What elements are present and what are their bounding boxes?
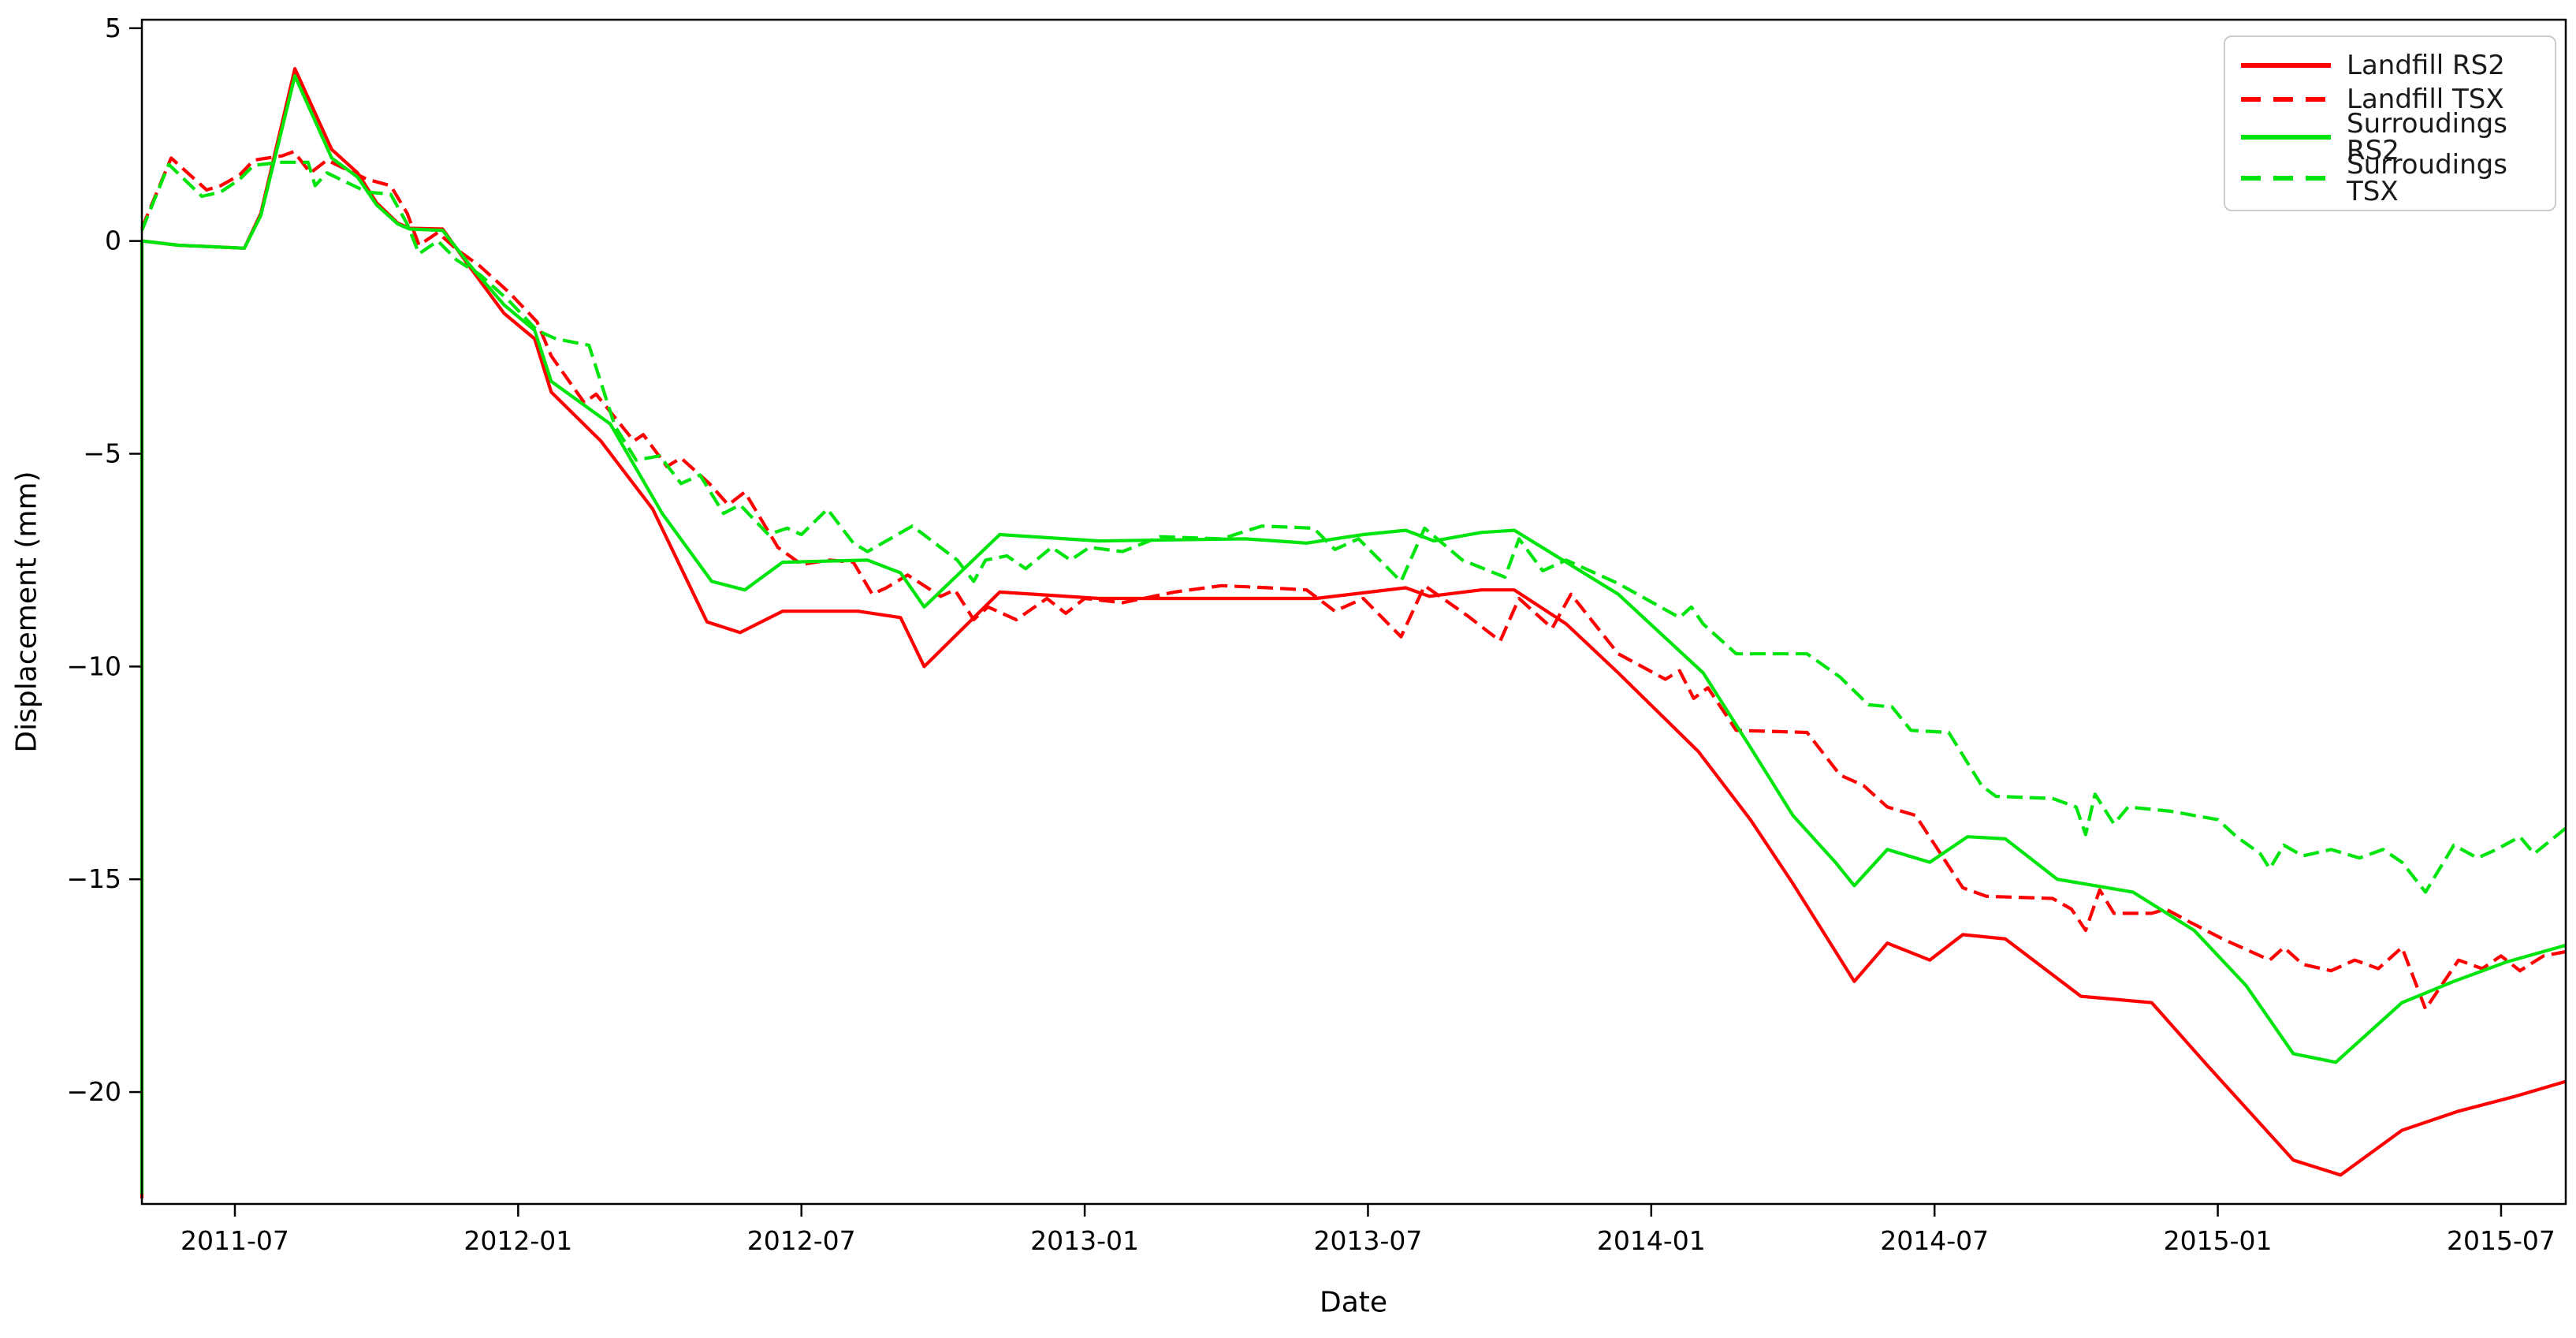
x-tick-label: 2015-07 (2447, 1225, 2556, 1256)
legend-item-landfill-rs2: Landfill RS2 (2239, 48, 2541, 83)
y-tick-label: −5 (83, 438, 121, 468)
y-tick-label: −20 (66, 1076, 121, 1107)
series-line-landfill-rs2 (140, 66, 2567, 1198)
legend-item-surroudings-tsx: Surroudings TSX (2239, 151, 2541, 205)
series-line-surroudings-tsx (140, 160, 2567, 894)
legend-item-label: Landfill RS2 (2347, 49, 2505, 81)
legend-line-sample (2241, 62, 2331, 68)
y-axis-title: Displacement (mm) (10, 471, 43, 753)
y-tick-label: −15 (66, 863, 121, 894)
plot-border (140, 18, 2567, 1206)
x-tick-label: 2012-07 (747, 1225, 856, 1256)
legend-box: Landfill RS2 Landfill TSX Surroudings RS2 S… (2224, 35, 2556, 211)
legend-line-sample (2241, 135, 2331, 140)
y-tick-label: 5 (105, 13, 121, 43)
x-tick-label: 2013-01 (1030, 1225, 1139, 1256)
x-tick-label: 2013-07 (1314, 1225, 1423, 1256)
legend-item-label: Landfill TSX (2347, 84, 2504, 116)
series-line-surroudings-rs2 (140, 74, 2567, 1195)
series-line-landfill-tsx (140, 150, 2567, 1011)
legend-item-label: Surroudings TSX (2347, 149, 2507, 207)
y-tick-label: −10 (66, 650, 121, 681)
legend-item-label: Surroudings RS2 (2347, 108, 2507, 166)
x-tick-label: 2015-01 (2164, 1225, 2273, 1256)
x-axis-title: Date (1319, 1286, 1388, 1319)
x-tick-label: 2014-01 (1597, 1225, 1706, 1256)
x-tick-label: 2012-01 (463, 1225, 572, 1256)
legend-line-sample (2241, 176, 2331, 181)
x-tick-label: 2011-07 (181, 1225, 289, 1256)
legend-item-landfill-tsx: Landfill TSX (2239, 83, 2541, 117)
legend-item-surroudings-rs2: Surroudings RS2 (2239, 110, 2541, 164)
y-tick-label: 0 (105, 225, 121, 256)
x-tick-label: 2014-07 (1880, 1225, 1989, 1256)
legend-line-sample (2241, 97, 2331, 102)
